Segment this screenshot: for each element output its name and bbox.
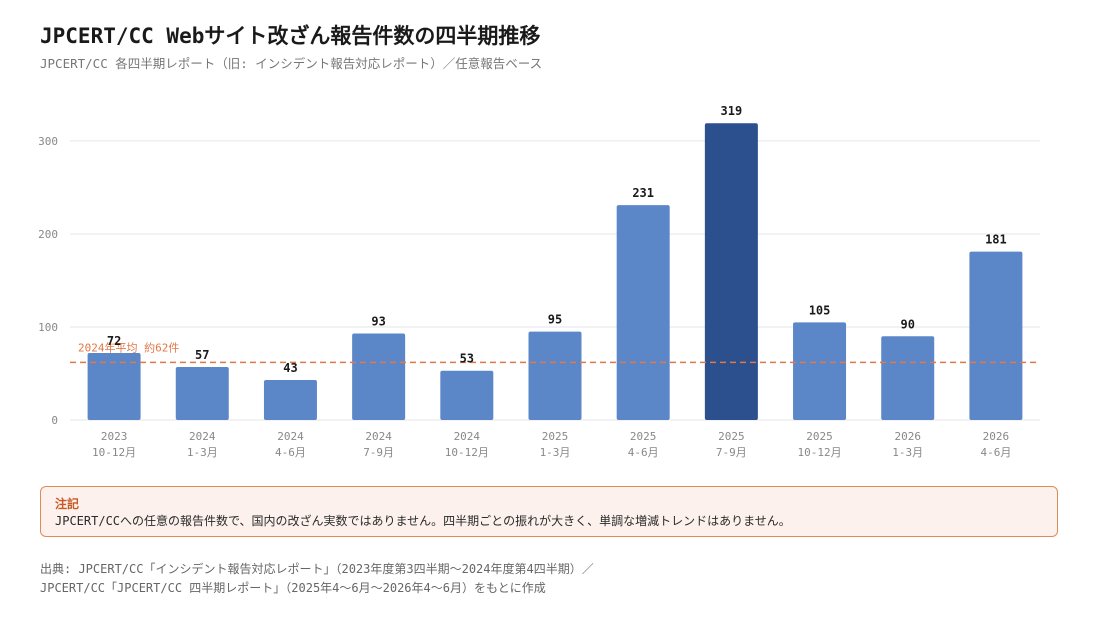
x-tick-quarter: 1-3月 xyxy=(540,446,571,459)
x-tick-year: 2024 xyxy=(189,430,216,443)
x-tick-year: 2026 xyxy=(983,430,1010,443)
bar xyxy=(616,205,670,420)
x-tick-quarter: 7-9月 xyxy=(716,446,747,459)
y-tick-label: 0 xyxy=(51,414,58,427)
bars xyxy=(87,123,1023,420)
y-tick-label: 200 xyxy=(38,228,58,241)
x-tick-quarter: 10-12月 xyxy=(92,446,136,459)
x-tick-year: 2024 xyxy=(454,430,481,443)
x-tick-quarter: 4-6月 xyxy=(275,446,306,459)
bar xyxy=(704,123,758,420)
source-citation: 出典: JPCERT/CC「インシデント報告対応レポート」（2023年度第3四半… xyxy=(40,560,594,598)
y-tick-label: 100 xyxy=(38,321,58,334)
bar-value-label: 72 xyxy=(107,334,121,348)
bar xyxy=(793,322,847,420)
bar-value-label: 53 xyxy=(460,352,474,366)
source-line-1: 出典: JPCERT/CC「インシデント報告対応レポート」（2023年度第3四半… xyxy=(40,562,594,576)
value-labels: 72 57 43 93 53 95 231 319 105 90 181 xyxy=(107,104,1007,375)
x-tick-year: 2025 xyxy=(630,430,657,443)
x-tick-year: 2024 xyxy=(365,430,392,443)
bar-value-label: 319 xyxy=(721,104,743,118)
x-tick-quarter: 1-3月 xyxy=(187,446,218,459)
bar-value-label: 57 xyxy=(195,348,209,362)
bar-value-label: 93 xyxy=(371,314,385,328)
note-title: 注記 xyxy=(55,497,80,511)
bar xyxy=(440,370,494,420)
bar xyxy=(352,333,406,420)
bar xyxy=(881,336,935,420)
x-tick-year: 2025 xyxy=(718,430,745,443)
bar-chart: 0 100 200 300 2024年平均 約62件 72 57 43 93 53 95 231 3… xyxy=(38,104,1040,459)
x-tick-quarter: 4-6月 xyxy=(980,446,1011,459)
x-tick-quarter: 10-12月 xyxy=(445,446,489,459)
note-box: 注記 JPCERT/CCへの任意の報告件数で、国内の改ざん実数ではありません。四… xyxy=(40,486,1058,537)
x-tick-year: 2025 xyxy=(806,430,833,443)
bar-value-label: 181 xyxy=(985,233,1007,247)
x-axis-ticks: 2023 10-12月 2024 1-3月 2024 4-6月 2024 7-9月 2024 10… xyxy=(92,430,1011,459)
x-tick-year: 2026 xyxy=(894,430,921,443)
x-tick-year: 2024 xyxy=(277,430,304,443)
x-tick-quarter: 1-3月 xyxy=(892,446,923,459)
bar xyxy=(87,353,141,420)
chart-title: JPCERT/CC Webサイト改ざん報告件数の四半期推移 xyxy=(40,24,541,48)
reference-line-group: 2024年平均 約62件 xyxy=(70,340,1040,364)
chart-subtitle: JPCERT/CC 各四半期レポート（旧: インシデント報告対応レポート）／任意… xyxy=(40,56,543,71)
bar-value-label: 43 xyxy=(283,361,297,375)
source-line-2: JPCERT/CC「JPCERT/CC 四半期レポート」（2025年4〜6月〜2… xyxy=(40,581,546,595)
bar-value-label: 105 xyxy=(809,303,831,317)
bar xyxy=(263,379,317,420)
bar-value-label: 95 xyxy=(548,313,562,327)
note-body: JPCERT/CCへの任意の報告件数で、国内の改ざん実数ではありません。四半期ご… xyxy=(55,514,791,528)
y-axis-ticks: 0 100 200 300 xyxy=(38,135,58,427)
x-tick-quarter: 4-6月 xyxy=(628,446,659,459)
bar-value-label: 231 xyxy=(632,186,654,200)
reference-line-label: 2024年平均 約62件 xyxy=(78,340,179,354)
x-tick-year: 2025 xyxy=(542,430,569,443)
x-tick-quarter: 10-12月 xyxy=(797,446,841,459)
bar xyxy=(528,331,582,420)
bar-value-label: 90 xyxy=(901,317,915,331)
bar xyxy=(175,366,229,420)
bar xyxy=(969,251,1023,420)
x-tick-quarter: 7-9月 xyxy=(363,446,394,459)
y-tick-label: 300 xyxy=(38,135,58,148)
x-tick-year: 2023 xyxy=(101,430,128,443)
